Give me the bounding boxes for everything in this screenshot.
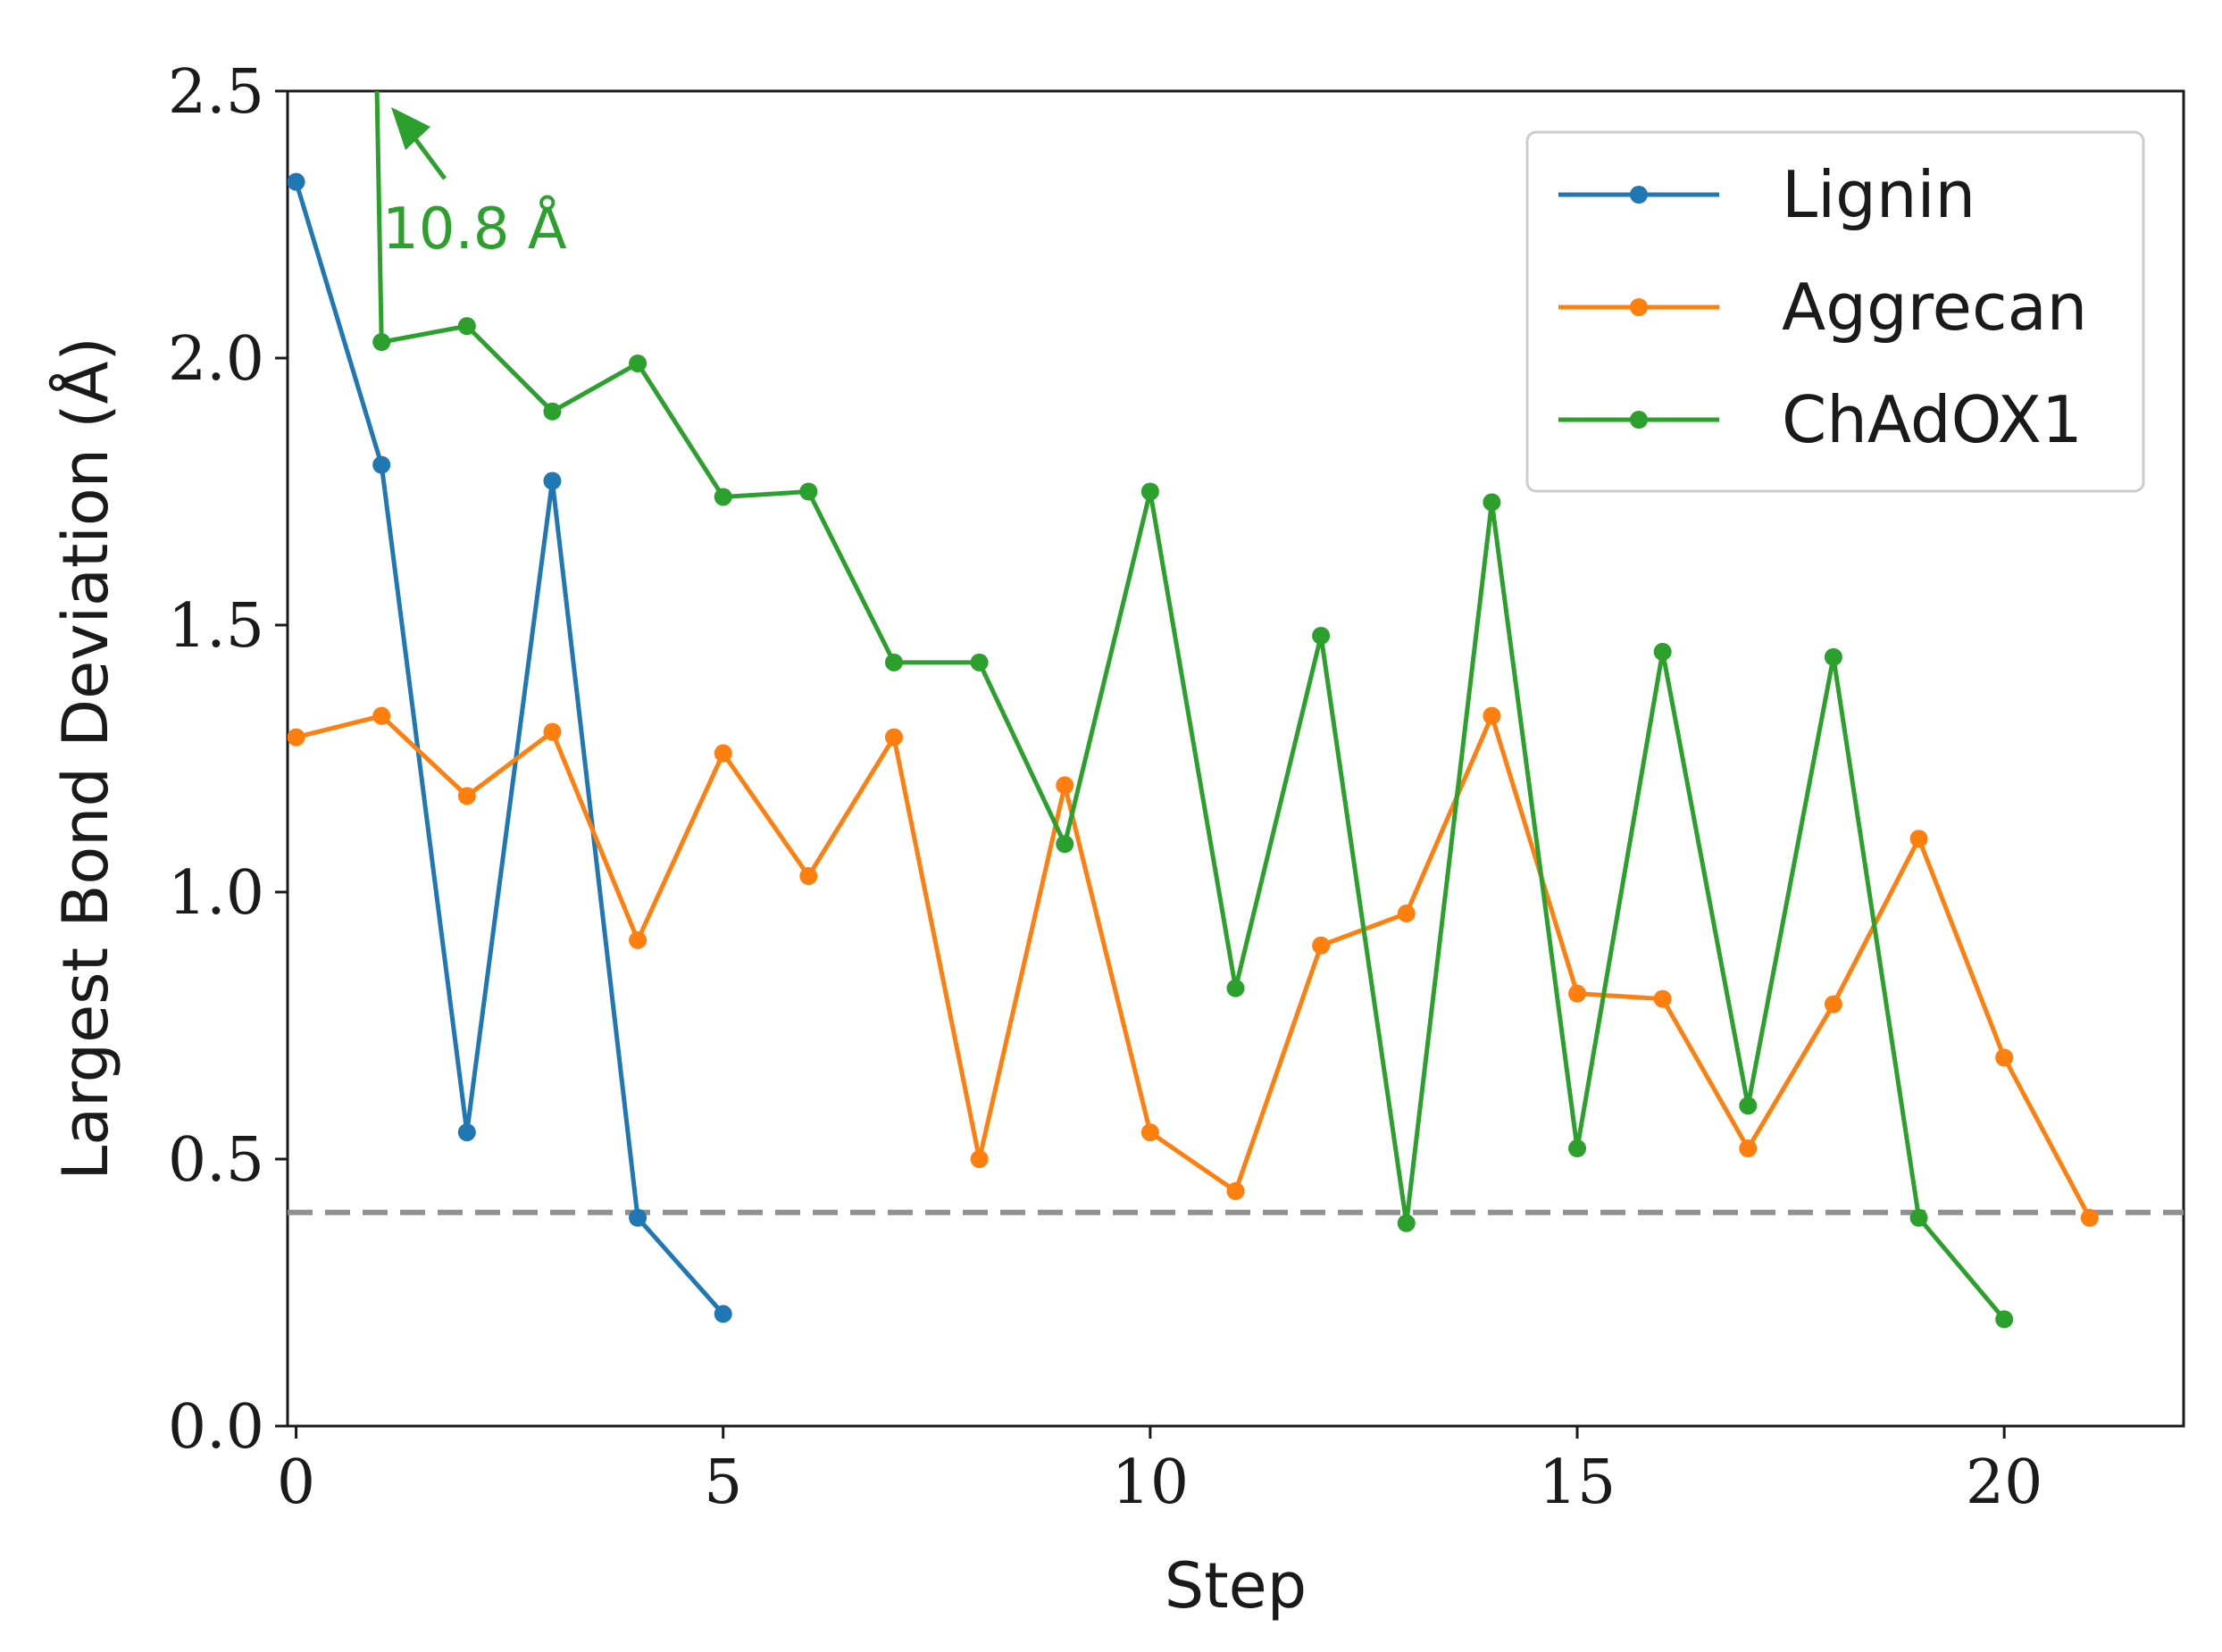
data-point-aggrecan bbox=[1995, 1048, 2014, 1067]
y-tick-label: 0.0 bbox=[168, 1392, 264, 1463]
data-point-lignin bbox=[543, 471, 562, 490]
axes-layer: 0 5 10 15 20 0.0 0.5 1.0 1.5 2.0 2.5 Step Largest Bo… bbox=[49, 57, 2042, 1623]
data-point-lignin bbox=[629, 1208, 647, 1227]
legend-label-chadox1: ChAdOX1 bbox=[1782, 382, 2083, 457]
data-point-aggrecan bbox=[884, 728, 903, 747]
data-point-aggrecan bbox=[1226, 1181, 1245, 1200]
data-point-aggrecan bbox=[1140, 1123, 1159, 1142]
legend-label-aggrecan: Aggrecan bbox=[1782, 270, 2087, 345]
annotation-label: 10.8 Å bbox=[382, 195, 567, 263]
x-axis-label: Step bbox=[1165, 1549, 1307, 1623]
annotation-layer: 10.8 Å bbox=[382, 107, 567, 263]
y-tick-label: 0.5 bbox=[168, 1125, 264, 1196]
data-point-lignin bbox=[457, 1123, 476, 1142]
y-tick-label: 2.0 bbox=[168, 324, 264, 395]
data-point-chadox1 bbox=[1739, 1097, 1758, 1115]
series-layer bbox=[288, 91, 2099, 1329]
data-point-lignin bbox=[288, 172, 305, 191]
data-point-aggrecan bbox=[288, 728, 305, 747]
data-point-aggrecan bbox=[543, 722, 562, 741]
x-tick-label: 0 bbox=[277, 1448, 315, 1518]
data-point-aggrecan bbox=[1653, 989, 1672, 1008]
data-point-chadox1 bbox=[970, 653, 989, 672]
data-point-aggrecan bbox=[2080, 1208, 2099, 1227]
data-point-chadox1 bbox=[1653, 642, 1672, 661]
data-point-chadox1 bbox=[1568, 1139, 1587, 1158]
data-point-aggrecan bbox=[457, 787, 476, 805]
data-point-chadox1 bbox=[1140, 482, 1159, 501]
legend-label-lignin: Lignin bbox=[1782, 157, 1976, 232]
data-point-chadox1 bbox=[543, 402, 562, 421]
series-line-aggrecan bbox=[295, 713, 2093, 1219]
data-point-chadox1 bbox=[629, 354, 647, 372]
annotation-arrow-head bbox=[391, 107, 430, 150]
data-point-chadox1 bbox=[1226, 979, 1245, 997]
data-point-aggrecan bbox=[629, 930, 647, 949]
plot-area-frame bbox=[286, 89, 2185, 1428]
data-point-aggrecan bbox=[1824, 995, 1842, 1014]
data-point-aggrecan bbox=[1483, 706, 1501, 725]
y-axis-label: Largest Bond Deviation (Å) bbox=[49, 337, 122, 1181]
data-point-chadox1 bbox=[1056, 835, 1074, 854]
series-aggrecan bbox=[288, 706, 2099, 1227]
data-point-chadox1 bbox=[372, 333, 391, 352]
y-tick-label: 1.0 bbox=[168, 858, 264, 929]
series-line-lignin bbox=[294, 180, 725, 1316]
data-point-aggrecan bbox=[1909, 830, 1928, 848]
data-point-aggrecan bbox=[1056, 776, 1074, 795]
data-point-chadox1 bbox=[1312, 626, 1331, 645]
x-tick-label: 5 bbox=[704, 1448, 742, 1518]
y-tick-label: 1.5 bbox=[168, 591, 264, 662]
legend-marker-chadox1 bbox=[1630, 411, 1648, 429]
series-lignin bbox=[288, 172, 732, 1323]
data-point-chadox1 bbox=[799, 482, 818, 501]
data-point-aggrecan bbox=[970, 1150, 989, 1168]
data-point-aggrecan bbox=[714, 744, 732, 763]
data-point-aggrecan bbox=[1312, 936, 1331, 955]
legend-marker-aggrecan bbox=[1630, 298, 1648, 316]
data-point-aggrecan bbox=[372, 706, 391, 725]
legend-box bbox=[1525, 130, 2145, 493]
x-tick-label: 15 bbox=[1539, 1448, 1616, 1518]
data-point-aggrecan bbox=[1739, 1139, 1758, 1158]
data-point-chadox1 bbox=[884, 653, 903, 672]
data-point-chadox1 bbox=[1397, 1214, 1416, 1232]
legend-marker-lignin bbox=[1630, 186, 1648, 204]
data-point-lignin bbox=[714, 1305, 732, 1323]
data-point-aggrecan bbox=[799, 867, 818, 886]
legend: Lignin Aggrecan ChAdOX1 bbox=[1525, 130, 2145, 493]
data-point-chadox1 bbox=[1909, 1208, 1928, 1227]
data-point-aggrecan bbox=[1568, 984, 1587, 1003]
data-point-chadox1 bbox=[714, 488, 732, 506]
data-point-chadox1 bbox=[1483, 493, 1501, 512]
series-chadox1 bbox=[372, 91, 2014, 1329]
data-point-aggrecan bbox=[1397, 904, 1416, 922]
data-point-chadox1 bbox=[1995, 1310, 2014, 1329]
data-point-lignin bbox=[372, 455, 391, 474]
x-tick-label: 10 bbox=[1112, 1448, 1190, 1518]
data-point-chadox1 bbox=[457, 317, 476, 336]
data-point-chadox1 bbox=[1824, 647, 1842, 666]
y-tick-label: 2.5 bbox=[168, 57, 264, 128]
x-tick-label: 20 bbox=[1966, 1448, 2043, 1518]
